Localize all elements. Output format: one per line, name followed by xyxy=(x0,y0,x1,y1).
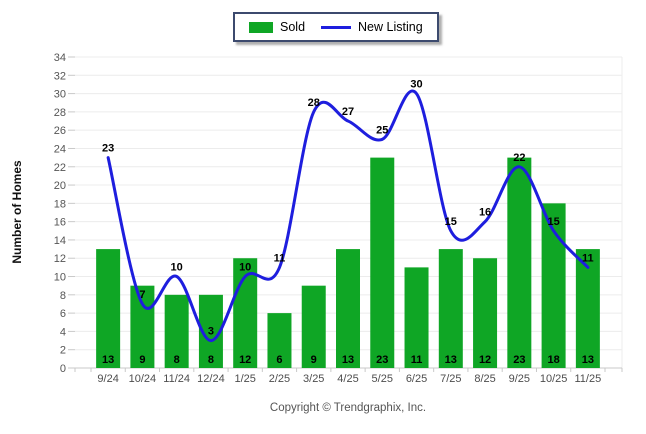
legend-label: Sold xyxy=(280,20,306,34)
x-axis-label: 7/25 xyxy=(440,373,461,385)
y-axis-tick-label: 14 xyxy=(54,235,66,247)
x-axis-label: 3/25 xyxy=(303,373,324,385)
x-axis-labels: 9/24 10/24 11/24 12/24 1/25 2/25 3/25 4/25 5/25 6… xyxy=(97,373,601,385)
line-value-label: 15 xyxy=(547,216,559,228)
legend-bar-swatch-icon xyxy=(249,21,273,33)
sold-bar xyxy=(96,249,121,368)
legend-label: New Listing xyxy=(358,20,423,34)
x-axis-label: 11/25 xyxy=(575,373,602,385)
y-axis-tick-label: 6 xyxy=(60,308,66,320)
sold-bar xyxy=(336,249,360,368)
y-axis-tick-label: 32 xyxy=(54,70,66,82)
bar-value-label: 18 xyxy=(547,354,559,366)
y-axis-tick-label: 0 xyxy=(60,363,66,375)
line-value-label: 23 xyxy=(102,143,114,155)
bar-value-labels: 13 9 8 8 12 6 9 13 23 11 13 12 23 18 13 xyxy=(102,354,594,366)
bar-value-label: 9 xyxy=(139,354,145,366)
y-axis-tick-label: 30 xyxy=(54,89,66,101)
line-value-label: 10 xyxy=(171,262,183,274)
sold-bar xyxy=(473,258,498,368)
legend: Sold New Listing xyxy=(233,12,439,42)
x-axis-label: 10/25 xyxy=(540,373,568,385)
y-axis-tick-label: 8 xyxy=(60,290,66,302)
bar-value-label: 13 xyxy=(582,354,594,366)
line-value-label: 11 xyxy=(274,252,286,264)
y-axis-tick-label: 26 xyxy=(54,125,66,137)
line-value-label: 25 xyxy=(376,124,388,136)
x-axis-label: 9/25 xyxy=(509,373,530,385)
line-value-label: 22 xyxy=(513,152,525,164)
bar-value-label: 6 xyxy=(276,354,282,366)
x-axis-label: 8/25 xyxy=(474,373,495,385)
legend-item-sold: Sold xyxy=(249,20,305,34)
y-axis-title: Number of Homes xyxy=(10,160,24,264)
y-axis-tick-label: 2 xyxy=(60,345,66,357)
y-axis-tick-label: 22 xyxy=(54,162,66,174)
bar-value-label: 13 xyxy=(342,354,354,366)
sold-bar xyxy=(575,249,600,368)
line-value-label: 16 xyxy=(479,207,491,219)
bar-value-label: 8 xyxy=(174,354,180,366)
line-value-labels: 23 7 10 3 10 11 28 27 25 30 15 16 22 15 11 xyxy=(102,79,594,338)
line-value-label: 3 xyxy=(208,326,214,338)
line-value-label: 27 xyxy=(342,106,354,118)
x-axis-label: 5/25 xyxy=(372,373,393,385)
bar-value-label: 8 xyxy=(208,354,214,366)
bar-value-label: 12 xyxy=(479,354,491,366)
x-axis-label: 6/25 xyxy=(406,373,427,385)
copyright-text: Copyright © Trendgraphix, Inc. xyxy=(269,402,427,414)
y-axis-tick-label: 20 xyxy=(54,180,66,192)
y-axis-tick-label: 10 xyxy=(54,272,66,284)
x-axis-label: 10/24 xyxy=(129,373,157,385)
bar-value-label: 11 xyxy=(411,354,423,366)
bar-value-label: 23 xyxy=(376,354,388,366)
legend-line-swatch-icon xyxy=(321,25,352,29)
sold-bar xyxy=(404,267,429,368)
x-axis-label: 1/25 xyxy=(234,373,255,385)
y-axis-tick-label: 34 xyxy=(54,52,66,64)
x-axis-label: 11/24 xyxy=(163,373,190,385)
sold-bar xyxy=(301,285,326,368)
line-value-label: 15 xyxy=(445,216,457,228)
line-value-label: 7 xyxy=(139,289,145,301)
x-axis-label: 2/25 xyxy=(269,373,290,385)
y-axis-tick-label: 12 xyxy=(54,253,66,265)
sold-bar xyxy=(370,157,395,368)
x-axis-label: 4/25 xyxy=(337,373,358,385)
x-axis-label: 12/24 xyxy=(197,373,225,385)
line-value-label: 10 xyxy=(239,262,251,274)
y-axis-tick-label: 18 xyxy=(54,198,66,210)
y-axis-tick-label: 24 xyxy=(54,143,66,155)
bar-value-label: 13 xyxy=(445,354,457,366)
bar-value-label: 9 xyxy=(311,354,317,366)
sold-bar xyxy=(164,294,189,368)
bar-series xyxy=(96,157,600,368)
legend-item-new-listing: New Listing xyxy=(321,20,423,34)
new-listing-line xyxy=(106,89,590,343)
y-axis-tick-label: 16 xyxy=(54,217,66,229)
sold-bar xyxy=(438,249,463,368)
sold-bar xyxy=(507,157,532,368)
y-axis-tick-label: 4 xyxy=(60,326,66,338)
y-axis-tick-label: 28 xyxy=(54,107,66,119)
bar-value-label: 23 xyxy=(513,354,525,366)
x-axis-label: 9/24 xyxy=(97,373,118,385)
bar-value-label: 13 xyxy=(102,354,114,366)
sold-bar xyxy=(130,285,155,368)
sold-bar xyxy=(267,313,292,368)
line-value-label: 30 xyxy=(410,79,422,91)
line-value-label: 11 xyxy=(582,252,594,264)
x-axis-ticks xyxy=(74,368,623,372)
bar-value-label: 12 xyxy=(239,354,251,366)
line-value-label: 28 xyxy=(308,97,320,109)
